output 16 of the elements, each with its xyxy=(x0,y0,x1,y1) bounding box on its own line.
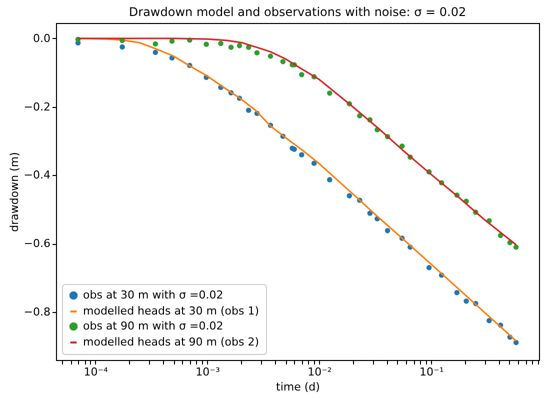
y-tick-label: 0.0 xyxy=(33,32,50,45)
chart-title: Drawdown model and observations with noise: σ = 0.02 xyxy=(128,5,466,19)
legend-label: obs at 90 m with σ =0.02 xyxy=(83,320,224,332)
y-tick-label: −0.2 xyxy=(24,100,50,114)
x-tick-label: 10⁻¹ xyxy=(420,366,444,378)
y-tick-label: −0.4 xyxy=(24,168,50,182)
x-tick-label: 10⁻⁴ xyxy=(84,366,109,378)
y-axis-title: drawdown (m) xyxy=(8,152,21,232)
y-tick-label: −0.6 xyxy=(24,237,50,250)
legend-label: modelled heads at 90 m (obs 2) xyxy=(83,336,260,348)
y-tick-label: −0.8 xyxy=(24,306,50,319)
legend-label: obs at 30 m with σ =0.02 xyxy=(83,288,224,302)
x-tick-label: 10⁻³ xyxy=(196,366,220,378)
x-axis-title: time (d) xyxy=(276,380,320,394)
legend-label: modelled heads at 30 m (obs 1) xyxy=(83,304,260,318)
x-tick-label: 10⁻² xyxy=(308,366,332,378)
